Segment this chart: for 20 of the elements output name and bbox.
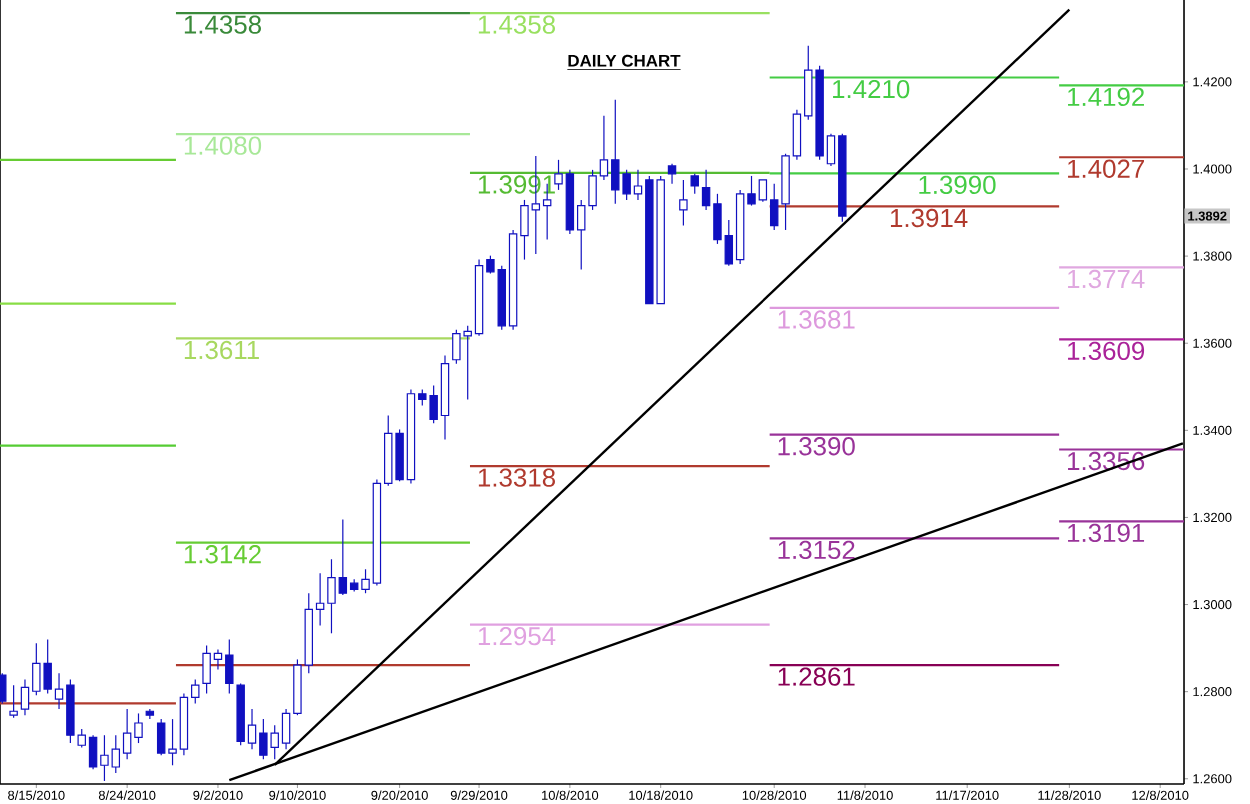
ref-line-label: 1.4358	[478, 15, 555, 34]
text: DAILY CHART	[568, 54, 681, 67]
ref-line-label: 1.2861	[778, 667, 855, 686]
ref-line-label: 1.3681	[778, 310, 855, 329]
ref-line-label: 1.4358	[184, 15, 261, 34]
ref-line-label: 1.4210	[833, 79, 910, 99]
ref-line-label: 1.3611	[184, 340, 259, 360]
ref-line-label: 1.3318	[478, 468, 555, 487]
ref-line-label: 1.2954	[478, 626, 556, 646]
ref-line-label: 1.3990	[919, 175, 996, 195]
ref-line-label: 1.3152	[778, 540, 855, 560]
ref-line-label: 1.3142	[184, 545, 261, 564]
ref-line-label: 1.3914	[890, 208, 968, 228]
ref-line-label: 1.3609	[1068, 341, 1145, 361]
ref-line-label: 1.4080	[184, 136, 262, 155]
ref-line-label: 1.4192	[1068, 87, 1144, 107]
ref-line-label: 1.3191	[1068, 523, 1145, 543]
ref-line-label: 1.4027	[1068, 159, 1144, 178]
ref-line-label: 1.3774	[1068, 269, 1145, 289]
ref-line-label: 1.3390	[778, 437, 855, 456]
